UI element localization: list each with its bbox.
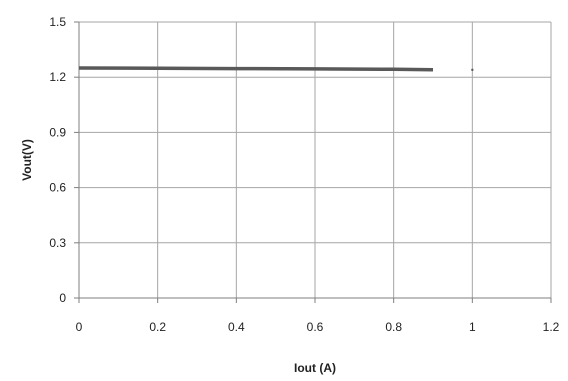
series-line-0: [78, 66, 434, 72]
x-tick-label-5: 1: [469, 320, 476, 334]
y-tick-labels: 0 0.3 0.6 0.9 1.2 1.5: [49, 15, 66, 305]
y-tick-label-2: 0.6: [49, 181, 66, 195]
x-axis-label: Iout (A): [294, 361, 336, 375]
x-tick-label-3: 0.6: [307, 320, 324, 334]
y-axis-label: Vout(V): [20, 139, 34, 181]
x-tick-labels: 0 0.2 0.4 0.6 0.8 1 1.2: [76, 320, 560, 334]
y-tick-label-1: 0.3: [49, 236, 66, 250]
grid-lines: [79, 21, 552, 298]
x-tick-label-4: 0.8: [385, 320, 402, 334]
y-tick-label-0: 0: [59, 291, 66, 305]
x-tick-label-1: 0.2: [149, 320, 166, 334]
y-tick-label-4: 1.2: [49, 70, 66, 84]
x-tick-label-2: 0.4: [228, 320, 245, 334]
x-tick-label-0: 0: [76, 320, 83, 334]
y-tick-label-5: 1.5: [49, 15, 66, 29]
series-layer: [78, 66, 474, 72]
data-point-0: [471, 68, 474, 72]
axes: [74, 21, 552, 303]
x-tick-label-6: 1.2: [543, 320, 560, 334]
y-tick-label-3: 0.9: [49, 125, 66, 139]
